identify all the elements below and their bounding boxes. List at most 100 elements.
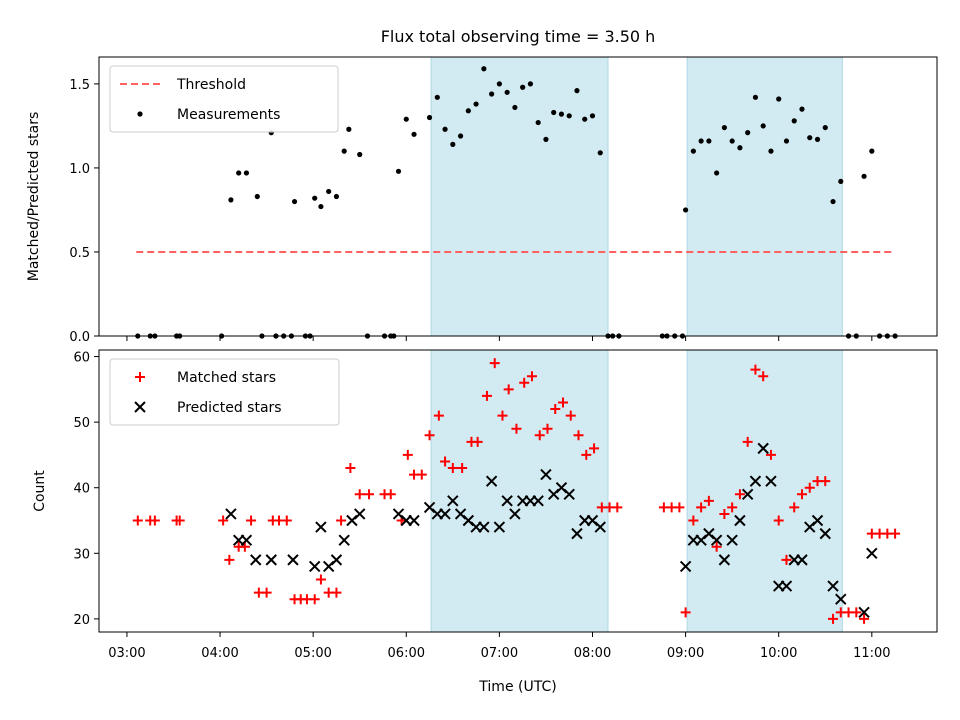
predicted-point	[354, 508, 366, 520]
measurement-point	[450, 141, 456, 147]
matched-point	[820, 476, 831, 487]
matched-point	[581, 449, 592, 460]
matched-point	[239, 541, 250, 552]
predicted-point	[478, 521, 490, 533]
measurement-point	[535, 119, 541, 126]
matched-point	[424, 430, 435, 441]
predicted-point	[858, 606, 870, 619]
matched-point	[511, 423, 522, 434]
measurement-point	[589, 113, 596, 119]
x-tick-label: 08:00	[574, 646, 611, 661]
measurement-point	[752, 94, 759, 100]
y-tick-label: 1.5	[69, 78, 90, 93]
x-tick-label: 04:00	[201, 646, 238, 661]
matched-point	[526, 371, 537, 382]
plot-frame	[98, 349, 938, 633]
measurement-point	[318, 203, 324, 210]
measurement-point	[312, 195, 318, 201]
matched-point	[573, 430, 584, 441]
measurement-point	[457, 133, 464, 139]
matched-point	[315, 574, 326, 585]
matched-point	[354, 489, 365, 500]
predicted-point	[827, 580, 839, 592]
x-axis-label: Time (UTC)	[478, 679, 556, 695]
measurement-point	[729, 138, 735, 144]
matched-point	[565, 410, 576, 421]
predicted-point	[225, 508, 237, 520]
matched-point	[440, 456, 451, 467]
matched-point	[703, 495, 714, 506]
matched-point	[674, 502, 685, 513]
matched-point	[132, 515, 143, 526]
matched-point	[309, 594, 320, 605]
predicted-point	[726, 534, 738, 546]
measurement-point	[341, 148, 347, 154]
matched-point	[750, 364, 761, 375]
matched-point	[859, 613, 870, 624]
x-tick-label: 11:00	[853, 646, 890, 661]
measurement-point	[861, 173, 867, 179]
matched-point	[402, 449, 413, 460]
matched-point	[734, 489, 745, 500]
legend-box	[109, 65, 339, 133]
matched-point	[472, 436, 483, 447]
measurement-point	[465, 108, 471, 114]
legend-matched-swatch	[135, 372, 145, 382]
predicted-point	[540, 468, 552, 481]
y-tick-label: 20	[73, 613, 90, 628]
predicted-point	[501, 495, 513, 507]
legend-predicted-swatch	[134, 401, 146, 413]
matched-point	[447, 463, 458, 474]
y-tick-label: 40	[73, 482, 90, 497]
y-tick-label: 1.0	[69, 162, 90, 177]
matched-point	[696, 502, 707, 513]
y-axis-label: Matched/Predicted stars	[26, 112, 42, 282]
y-tick-label: 30	[73, 547, 90, 562]
matched-point	[149, 515, 160, 526]
matched-point	[503, 384, 514, 395]
measurement-point	[527, 81, 534, 87]
matched-point	[612, 502, 623, 513]
measurement-point	[543, 136, 549, 142]
predicted-point	[287, 554, 299, 566]
measurement-point	[791, 118, 797, 124]
matched-point	[519, 377, 530, 388]
legend-box	[109, 358, 340, 426]
measurement-point	[291, 198, 298, 205]
matched-point	[719, 508, 730, 519]
measurement-point	[512, 104, 518, 111]
predicted-point	[509, 508, 521, 520]
measurement-point	[822, 124, 828, 131]
measurement-point	[574, 88, 580, 94]
predicted-point	[757, 442, 769, 455]
measurement-point	[768, 148, 774, 154]
matched-point	[789, 502, 800, 513]
matched-point	[281, 515, 292, 526]
predicted-point	[265, 554, 277, 566]
measurement-point	[504, 89, 510, 95]
measurement-point	[830, 198, 836, 205]
matched-point	[246, 515, 257, 526]
measurement-point	[520, 84, 526, 90]
measurement-point	[442, 126, 448, 132]
legend: Matched stars Predicted stars	[109, 358, 340, 426]
measurement-point	[357, 151, 363, 158]
legend-label: Threshold	[176, 77, 246, 93]
matched-point	[758, 371, 769, 382]
y-tick-label: 0.0	[69, 330, 90, 345]
predicted-point	[315, 521, 327, 533]
measurement-point	[228, 197, 234, 203]
predicted-point	[563, 488, 575, 500]
shaded-interval	[686, 349, 843, 633]
matched-point	[711, 541, 722, 552]
measurement-point	[558, 111, 565, 117]
matched-point	[433, 410, 444, 421]
measurement-point	[714, 170, 720, 176]
matched-point	[727, 502, 738, 513]
measurement-point	[745, 130, 751, 136]
predicted-point	[439, 508, 451, 520]
measurement-point	[395, 168, 402, 174]
measurement-point	[869, 148, 875, 154]
x-tick-label: 10:00	[760, 646, 797, 661]
